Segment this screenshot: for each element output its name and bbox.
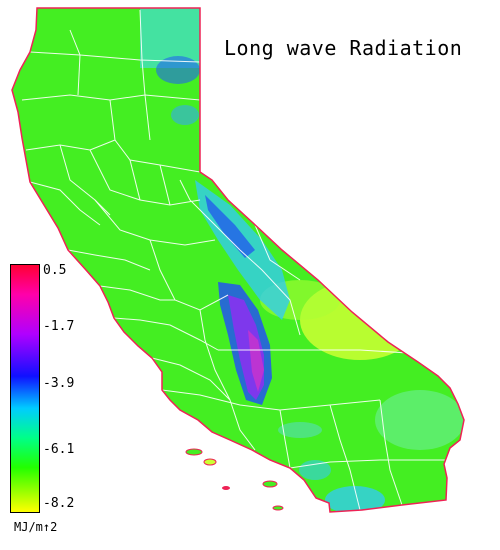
colorbar <box>10 264 40 513</box>
colorbar-unit-label: MJ/m↑2 <box>14 520 58 534</box>
colorbar-tick-3: -3.9 <box>43 376 75 391</box>
southeast-area <box>375 390 464 450</box>
transverse-cyan-patch <box>278 422 322 438</box>
island-san-clemente <box>272 505 284 511</box>
channel-islands <box>185 448 284 511</box>
colorbar-tick-4: -6.1 <box>43 442 75 457</box>
south-cyan-patch <box>325 486 385 512</box>
northeast-blue-patch <box>156 56 200 84</box>
shasta-blue-patch <box>171 105 199 125</box>
radiation-field <box>140 8 464 512</box>
island-catalina <box>262 480 278 488</box>
map-title: Long wave Radiation <box>224 36 463 60</box>
colorbar-tick-max: 0.5 <box>43 263 67 278</box>
colorbar-tick-2: -1.7 <box>43 319 75 334</box>
colorbar-tick-min: -8.2 <box>43 496 75 511</box>
sierra-blue-ridge <box>205 195 255 258</box>
island-santa-cruz <box>185 448 203 456</box>
island-santa-rosa <box>203 458 217 466</box>
valley-magenta-area <box>248 330 264 392</box>
island-santa-barbara <box>222 486 230 490</box>
county-boundaries <box>21 9 446 511</box>
